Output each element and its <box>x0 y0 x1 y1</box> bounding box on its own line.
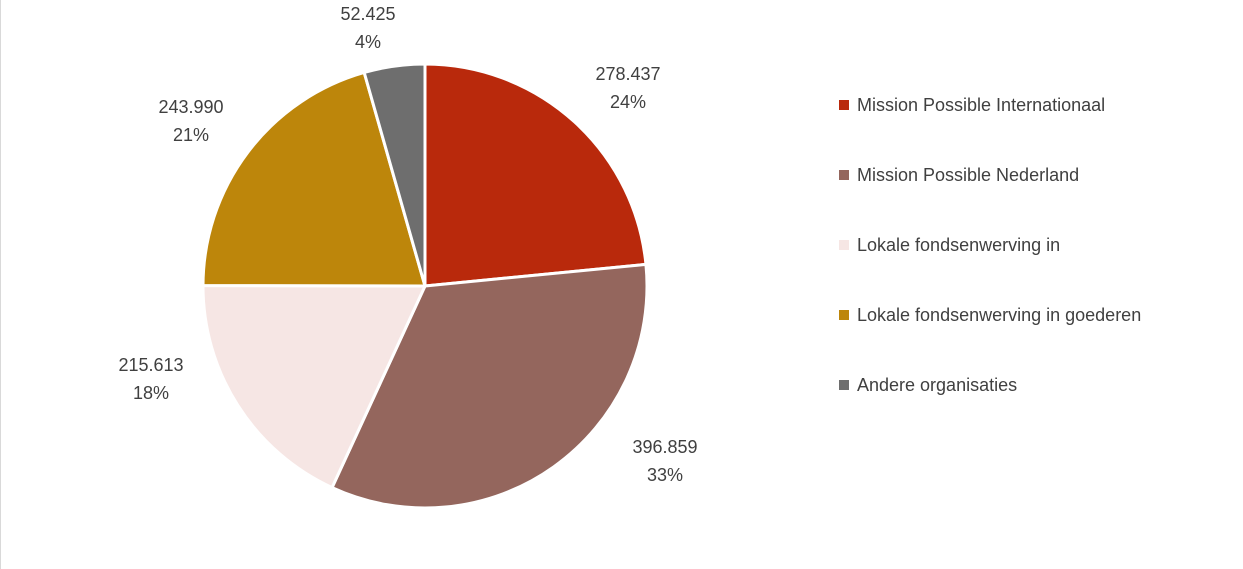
slice-value-label: 278.437 <box>595 64 660 84</box>
legend: Mission Possible Internationaal Mission … <box>839 80 1141 430</box>
legend-swatch <box>839 310 849 320</box>
legend-swatch <box>839 240 849 250</box>
legend-label: Lokale fondsenwerving in <box>857 234 1061 255</box>
pie-slice <box>201 70 427 288</box>
slice-value-label: 243.990 <box>158 97 223 117</box>
pie-slice <box>423 62 648 288</box>
legend-swatch <box>839 170 849 180</box>
legend-label: Lokale fondsenwerving in goederen <box>857 304 1142 325</box>
pie-slice <box>201 284 427 490</box>
slice-percent-label: 24% <box>610 92 646 112</box>
slice-percent-label: 33% <box>647 465 683 485</box>
legend-label: Mission Possible Nederland <box>857 164 1080 185</box>
legend-swatch <box>839 100 849 110</box>
legend-label: Mission Possible Internationaal <box>857 94 1106 115</box>
slice-value-label: 215.613 <box>118 355 183 375</box>
legend-item: Lokale fondsenwerving in goederen <box>839 290 1141 340</box>
pie-slice <box>330 262 649 510</box>
slice-value-label: 396.859 <box>632 437 697 457</box>
slice-percent-label: 18% <box>133 383 169 403</box>
legend-item: Mission Possible Nederland <box>839 150 1141 200</box>
legend-label: Andere organisaties <box>857 374 1018 395</box>
legend-item: Andere organisaties <box>839 360 1141 410</box>
slice-percent-label: 4% <box>355 32 381 52</box>
slice-value-label: 52.425 <box>340 4 395 24</box>
slice-percent-label: 21% <box>173 125 209 145</box>
legend-item: Mission Possible Internationaal <box>839 80 1141 130</box>
legend-swatch <box>839 380 849 390</box>
pie-slice <box>362 62 427 288</box>
legend-item: Lokale fondsenwerving in <box>839 220 1141 270</box>
